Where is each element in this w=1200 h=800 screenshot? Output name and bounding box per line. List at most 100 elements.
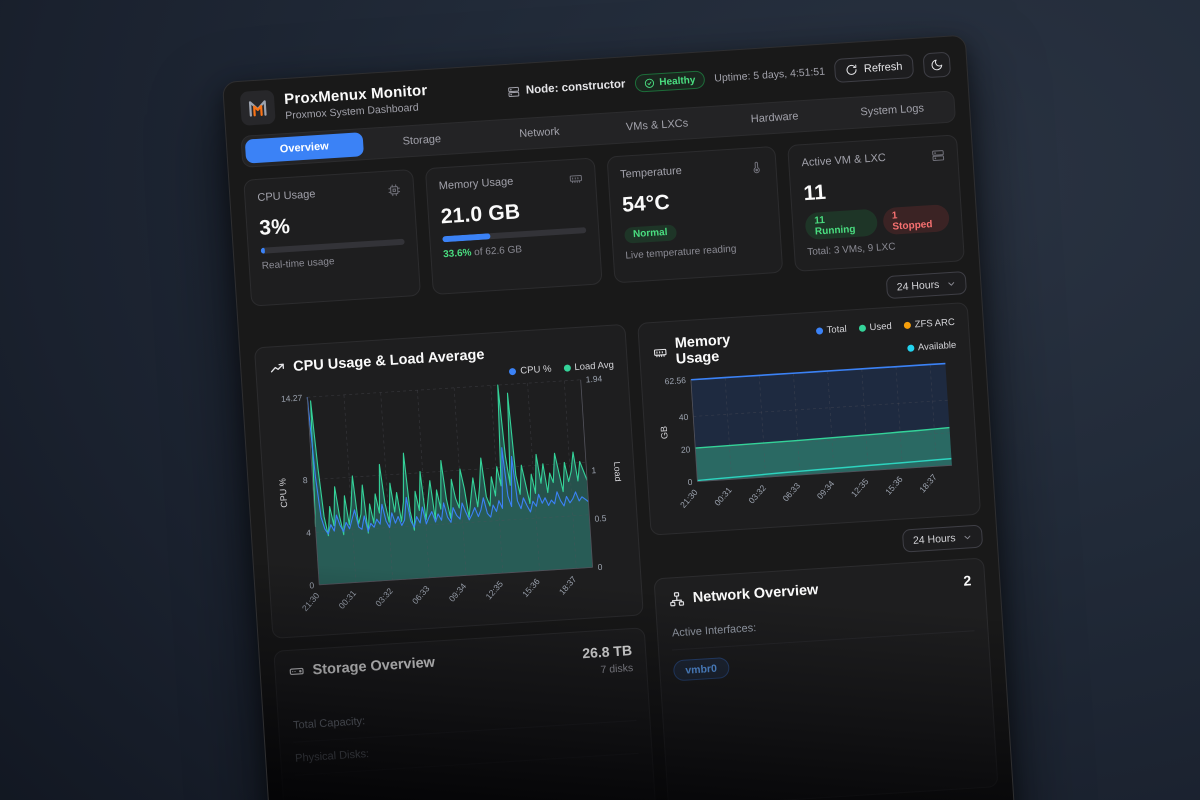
proxmenux-logo-icon <box>239 89 276 126</box>
cpu-chart-title-row: CPU Usage & Load Average <box>269 339 613 377</box>
status-bar: Node: constructor Healthy Uptime: 5 days… <box>506 51 952 104</box>
temperature-value: 54°C <box>621 190 671 217</box>
svg-text:0: 0 <box>597 562 603 572</box>
trending-up-icon <box>270 363 285 373</box>
cpu-load-chart-card: CPU Usage & Load Average CPU % Load Avg 0… <box>253 323 644 639</box>
svg-text:12:35: 12:35 <box>483 579 505 602</box>
memory-chart-legend: Total Used ZFS ARC Available <box>774 317 957 362</box>
theme-toggle-button[interactable] <box>922 51 952 78</box>
health-badge: Healthy <box>634 70 705 93</box>
memory-usage-card: Memory Usage 21.0 GB 33.6% of 62.6 GB <box>424 157 603 296</box>
stat-cards-row: CPU Usage 3% Real-time usage Memory Usag… <box>243 134 965 307</box>
storage-summary: 26.8 TB 7 disks <box>582 642 634 677</box>
svg-text:09:34: 09:34 <box>815 478 837 501</box>
svg-text:Load: Load <box>612 461 623 482</box>
svg-text:1: 1 <box>591 465 597 475</box>
node-indicator: Node: constructor <box>507 78 626 99</box>
server-stack-icon <box>931 148 946 168</box>
node-label: Node: constructor <box>525 78 626 97</box>
svg-text:8: 8 <box>302 475 308 485</box>
dashboard-columns: CPU Usage & Load Average CPU % Load Avg 0… <box>253 301 1002 800</box>
cpu-card-title: CPU Usage <box>257 188 316 204</box>
cpu-progress-bar <box>260 238 405 254</box>
svg-text:00:31: 00:31 <box>712 485 734 508</box>
svg-text:CPU %: CPU % <box>277 478 289 508</box>
memory-progress-bar <box>442 227 586 243</box>
vm-subtitle: Total: 3 VMs, 9 LXC <box>806 241 896 259</box>
cpu-progress-fill <box>260 247 266 254</box>
active-vm-lxc-card: Active VM & LXC 11 11 Running 1 Stopped … <box>787 134 965 272</box>
temperature-status-badge: Normal <box>623 223 677 244</box>
svg-text:18:37: 18:37 <box>557 574 579 597</box>
svg-text:21:30: 21:30 <box>678 487 700 510</box>
svg-text:14.27: 14.27 <box>281 393 303 404</box>
legend-item-available: Available <box>906 340 957 354</box>
active-interfaces-count: 2 <box>962 572 972 589</box>
storage-overview-card: Storage Overview 26.8 TB 7 disks Total C… <box>273 627 660 800</box>
network-row-active-interfaces: Active Interfaces: <box>670 598 975 651</box>
memory-chart-canvas: 0 20 40 62.56 21:30 00:31 03:32 06:33 09:34 12:35… <box>655 357 967 526</box>
memory-progress-fill <box>442 233 491 243</box>
legend-item-used: Used <box>858 321 892 334</box>
tab-system-logs[interactable]: System Logs <box>860 102 925 119</box>
memory-subtitle: 33.6% of 62.6 GB <box>442 244 523 261</box>
svg-text:12:35: 12:35 <box>849 476 871 499</box>
svg-text:18:37: 18:37 <box>917 472 939 495</box>
temperature-card-title: Temperature <box>619 164 683 181</box>
storage-disk-count: 7 disks <box>600 662 634 677</box>
chevron-down-icon <box>948 281 955 286</box>
cpu-usage-card: CPU Usage 3% Real-time usage <box>243 169 421 307</box>
legend-item-zfs-arc: ZFS ARC <box>903 317 955 331</box>
memory-value: 21.0 GB <box>440 200 521 229</box>
svg-text:62.56: 62.56 <box>664 375 686 386</box>
network-summary: 2 <box>963 572 972 588</box>
svg-text:15:36: 15:36 <box>520 576 542 599</box>
ram-icon <box>568 171 583 191</box>
svg-text:0.5: 0.5 <box>594 513 607 524</box>
storage-total-capacity: 26.8 TB <box>581 642 633 662</box>
network-nodes-icon <box>670 592 685 607</box>
interface-badge-vmbr0[interactable]: vmbr0 <box>672 656 730 682</box>
check-circle-icon <box>645 78 655 88</box>
cpu-value: 3% <box>258 214 291 240</box>
uptime-text: Uptime: 5 days, 4:51:51 <box>713 65 826 85</box>
network-title-row: Network Overview <box>668 582 819 607</box>
vm-count-value: 11 <box>802 180 827 206</box>
svg-text:15:36: 15:36 <box>883 474 905 497</box>
vm-card-title: Active VM & LXC <box>801 151 887 170</box>
storage-title-row: Storage Overview <box>288 655 435 680</box>
moon-icon <box>931 59 943 70</box>
svg-text:GB: GB <box>659 426 670 440</box>
tab-network[interactable]: Network <box>518 125 560 141</box>
cpu-subtitle: Real-time usage <box>261 256 335 272</box>
left-column: CPU Usage & Load Average CPU % Load Avg 0… <box>253 323 660 800</box>
svg-text:0: 0 <box>687 477 693 487</box>
network-overview-card: Network Overview 2 Active Interfaces: vm… <box>653 557 999 800</box>
svg-text:20: 20 <box>681 444 691 455</box>
tab-vms-lxcs[interactable]: VMs & LXCs <box>625 117 689 134</box>
svg-text:06:33: 06:33 <box>410 583 432 606</box>
svg-text:4: 4 <box>306 528 312 538</box>
tab-overview[interactable]: Overview <box>244 132 364 164</box>
svg-text:00:31: 00:31 <box>337 588 359 611</box>
svg-text:06:33: 06:33 <box>781 481 803 504</box>
cpu-chip-icon <box>387 183 402 203</box>
brand: ProxMenux Monitor Proxmox System Dashboa… <box>239 80 429 126</box>
refresh-button[interactable]: Refresh <box>834 53 915 83</box>
chevron-down-icon <box>964 535 971 539</box>
tab-storage[interactable]: Storage <box>402 133 442 148</box>
tab-hardware[interactable]: Hardware <box>750 110 799 126</box>
brand-text: ProxMenux Monitor Proxmox System Dashboa… <box>284 81 429 121</box>
server-icon <box>507 86 520 97</box>
temperature-card: Temperature 54°C Normal Live temperature… <box>606 145 784 284</box>
time-range-select-secondary[interactable]: 24 Hours <box>902 524 984 553</box>
header-bar: ProxMenux Monitor Proxmox System Dashboa… <box>223 36 968 135</box>
vm-running-badge: 11 Running <box>804 208 878 241</box>
svg-text:21:30: 21:30 <box>300 590 322 613</box>
time-range-select[interactable]: 24 Hours <box>886 271 968 300</box>
svg-text:40: 40 <box>678 412 688 423</box>
proxmenux-dashboard-window: ProxMenux Monitor Proxmox System Dashboa… <box>222 34 1023 800</box>
memory-card-title: Memory Usage <box>438 175 514 193</box>
legend-item-total: Total <box>815 324 847 337</box>
